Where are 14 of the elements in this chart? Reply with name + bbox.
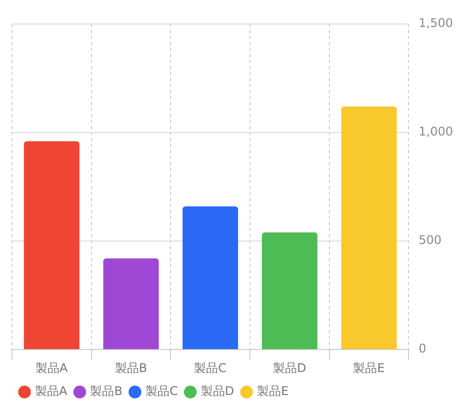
y-tick-label: 500: [418, 233, 442, 248]
x-tick-label: 製品C: [194, 360, 227, 375]
x-tick-label: 製品B: [114, 360, 148, 375]
legend-label: 製品E: [257, 384, 289, 398]
legend-label: 製品B: [90, 384, 122, 398]
y-tick-label: 0: [418, 342, 426, 356]
y-tick-label: 1,000: [418, 124, 454, 139]
legend-label: 製品A: [35, 384, 68, 398]
y-tick-label: 1,500: [418, 16, 454, 30]
x-tick-label: 製品E: [353, 360, 385, 375]
legend-label: 製品C: [145, 384, 178, 398]
legend-label: 製品D: [200, 384, 234, 398]
x-tick-label: 製品D: [273, 360, 306, 375]
x-tick-label: 製品A: [36, 360, 69, 375]
